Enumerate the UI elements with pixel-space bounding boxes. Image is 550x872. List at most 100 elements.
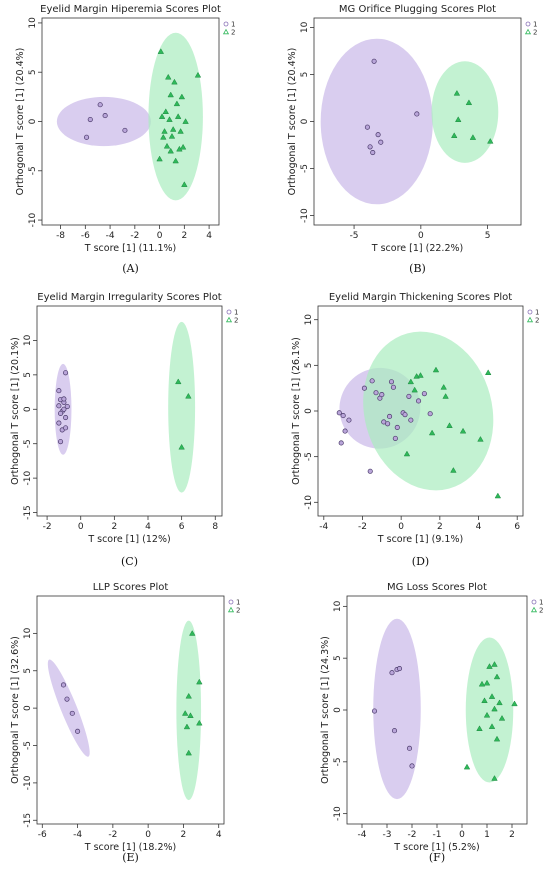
data-point-group-1 <box>336 410 342 416</box>
legend-label: 1 <box>539 599 543 607</box>
x-tick-label: -4 <box>358 830 367 840</box>
data-point-group-2 <box>450 467 457 473</box>
confidence-ellipse-group-1 <box>47 659 90 757</box>
legend-label: 1 <box>535 309 539 317</box>
legend-marker-group-1 <box>525 21 531 27</box>
data-point-group-1 <box>84 134 90 140</box>
legend-label: 2 <box>539 607 543 615</box>
confidence-ellipse-group-2 <box>148 32 203 201</box>
data-point-group-1 <box>371 58 377 64</box>
x-tick-label: 0 <box>459 830 465 840</box>
data-point-group-2 <box>175 378 182 385</box>
x-tick-label: 4 <box>206 231 212 241</box>
y-tick-label: 0 <box>304 408 314 414</box>
data-point-group-2 <box>483 679 491 686</box>
y-axis-label: Orthogonal T score [1] (20.1%) <box>10 337 21 485</box>
data-point-group-1 <box>385 421 391 427</box>
data-point-group-1 <box>342 428 348 434</box>
data-point-group-2 <box>174 113 182 119</box>
data-point-group-2 <box>156 155 163 162</box>
data-point-group-1 <box>56 420 62 426</box>
data-point-group-1 <box>375 132 381 138</box>
x-tick-label: 6 <box>514 522 520 532</box>
data-point-group-2 <box>432 366 440 373</box>
legend-marker-group-2 <box>524 28 532 35</box>
data-point-group-2 <box>196 678 203 685</box>
legend-label: 1 <box>236 599 240 607</box>
data-point-group-1 <box>57 410 64 416</box>
data-point-group-2 <box>185 749 192 756</box>
x-tick-label: 0 <box>398 522 404 532</box>
data-point-group-2 <box>168 132 176 139</box>
x-axis-label: T score [1] (11.1%) <box>84 243 176 254</box>
confidence-ellipse-group-1 <box>320 38 433 205</box>
x-tick-label: -2 <box>43 522 52 532</box>
data-point-group-1 <box>389 670 395 676</box>
data-point-group-2 <box>478 680 486 687</box>
data-point-group-1 <box>56 403 62 409</box>
plot-frame <box>36 305 223 517</box>
data-point-group-1 <box>370 150 376 156</box>
confidence-ellipse-group-1 <box>373 618 421 800</box>
data-point-group-2 <box>417 372 424 378</box>
data-point-group-1 <box>361 385 367 391</box>
x-axis-label: T score [1] (22.2%) <box>371 243 463 254</box>
data-point-group-2 <box>178 93 186 100</box>
data-point-group-2 <box>172 157 179 164</box>
data-point-group-2 <box>169 126 177 132</box>
data-point-group-2 <box>469 134 477 140</box>
data-point-group-1 <box>87 116 93 123</box>
data-point-group-2 <box>491 705 498 712</box>
y-tick-label: 10 <box>23 627 33 639</box>
x-tick-label: -8 <box>56 231 65 241</box>
data-point-group-1 <box>416 398 422 404</box>
panel-caption: (A) <box>122 262 139 275</box>
panel-caption: (F) <box>429 851 445 864</box>
data-point-group-2 <box>181 710 189 716</box>
data-point-group-2 <box>161 128 168 134</box>
x-tick-label: 2 <box>111 522 117 532</box>
data-point-group-2 <box>173 100 181 107</box>
data-point-group-2 <box>167 91 174 98</box>
panel-caption: (C) <box>121 555 138 568</box>
data-point-group-2 <box>453 89 461 96</box>
legend-label: 1 <box>234 309 238 317</box>
data-point-group-1 <box>61 396 67 402</box>
x-tick-label: 1 <box>484 830 490 840</box>
data-point-group-1 <box>338 440 344 446</box>
data-point-group-2 <box>185 392 192 399</box>
x-tick-label: 6 <box>179 522 185 532</box>
scores-plot-3: -2 0 2 4 6 8 -15 -10 -5 0 5 10 Eyelid Margin Irregul… <box>10 292 238 568</box>
data-point-group-1 <box>102 113 108 119</box>
data-point-group-2 <box>491 661 498 667</box>
legend-marker-group-2 <box>227 606 235 613</box>
data-point-group-2 <box>157 48 165 54</box>
data-point-group-1 <box>373 390 379 396</box>
y-tick-label: -10 <box>300 208 310 223</box>
chart-title: MG Loss Scores Plot <box>387 582 487 593</box>
x-tick-label: 2 <box>437 522 443 532</box>
y-tick-label: 5 <box>28 69 38 75</box>
data-point-group-1 <box>97 102 103 108</box>
data-point-group-2 <box>160 133 167 140</box>
data-point-group-1 <box>392 435 398 441</box>
data-point-group-2 <box>483 711 491 718</box>
data-point-group-2 <box>486 663 493 669</box>
panel-caption: (D) <box>412 555 429 568</box>
x-axis-label: T score [1] (18.2%) <box>84 842 176 853</box>
data-point-group-1 <box>63 414 69 421</box>
chart-title: Eyelid Margin Irregularity Scores Plot <box>37 292 222 303</box>
y-axis-label: Orthogonal T score [1] (32.6%) <box>10 636 21 784</box>
data-point-group-1 <box>414 111 420 117</box>
y-tick-label: -10 <box>333 806 343 821</box>
x-tick-label: 0 <box>157 231 163 241</box>
data-point-group-1 <box>402 412 408 418</box>
x-tick-label: -5 <box>350 231 359 241</box>
data-point-group-2 <box>411 386 418 393</box>
data-point-group-2 <box>187 712 194 718</box>
data-point-group-1 <box>367 144 373 150</box>
panel-caption: (E) <box>122 851 139 864</box>
x-tick-label: -2 <box>408 830 417 840</box>
data-point-group-1 <box>378 139 384 145</box>
